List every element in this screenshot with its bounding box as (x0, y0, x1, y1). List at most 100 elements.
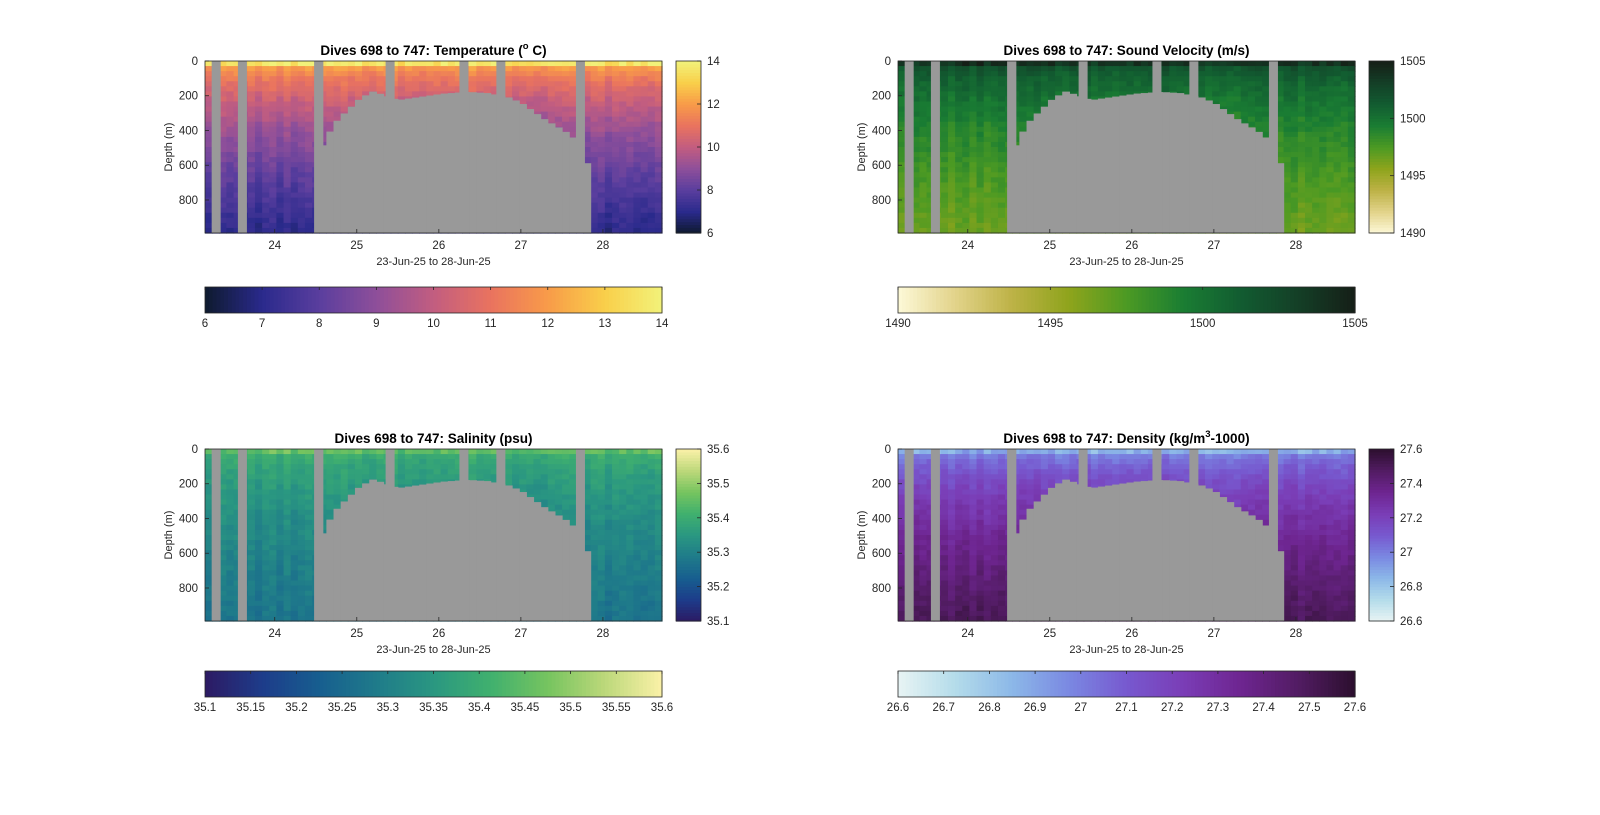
heatmap-cell (1090, 86, 1099, 92)
heatmap-cell (562, 71, 570, 77)
heatmap-cell (304, 217, 313, 224)
heatmap-cell (526, 66, 535, 72)
heatmap-cell (962, 106, 971, 113)
heatmap-cell (1305, 116, 1313, 123)
heatmap-cell (569, 106, 577, 113)
heatmap-cell (569, 111, 577, 118)
heatmap-cell (983, 157, 992, 163)
heatmap-cell (1262, 76, 1270, 82)
heatmap-cell (233, 177, 242, 184)
heatmap-cell (290, 202, 299, 209)
heatmap-cell (1340, 86, 1349, 92)
heatmap-cell (1055, 76, 1063, 82)
heatmap-cell (912, 157, 921, 163)
heatmap-cell (269, 147, 278, 153)
heatmap-cell (969, 106, 978, 113)
heatmap-cell (1319, 96, 1328, 103)
colorbar-swatch (593, 287, 598, 313)
colorbar-swatch (1042, 287, 1048, 313)
heatmap-cell (969, 126, 978, 133)
heatmap-cell (276, 157, 285, 163)
heatmap-cell (583, 136, 592, 143)
heatmap-cell (926, 222, 935, 229)
colorbar-swatch (676, 104, 701, 108)
heatmap-cell (1283, 177, 1292, 184)
colorbar-swatch (243, 287, 248, 313)
heatmap-cell (1305, 177, 1313, 184)
heatmap-cell (640, 101, 649, 108)
heatmap-cell (997, 101, 1006, 108)
colorbar-swatch (277, 287, 282, 313)
heatmap-cell (369, 81, 377, 87)
colorbar-swatch (1244, 287, 1249, 313)
colorbar-swatch (281, 287, 286, 313)
heatmap-cell (1297, 162, 1306, 168)
colorbar-swatch (676, 83, 701, 88)
heatmap-cell (1247, 66, 1256, 72)
heatmap-cell (226, 157, 235, 163)
colorbar-swatch (437, 287, 442, 313)
colorbar-swatch (1369, 218, 1394, 223)
heatmap-cell (512, 76, 520, 82)
colorbar-swatch (205, 287, 210, 313)
heatmap-cell (554, 86, 563, 92)
colorbar-swatch (216, 287, 221, 313)
heatmap-cell (262, 136, 270, 143)
heatmap-cell (283, 91, 292, 98)
heatmap-cell (990, 101, 999, 108)
heatmap-cell (233, 96, 242, 103)
heatmap-cell (1147, 81, 1156, 87)
heatmap-cell (483, 61, 492, 67)
heatmap-cell (269, 197, 278, 204)
heatmap-cell (283, 197, 292, 204)
colorbar-swatch (418, 287, 423, 313)
heatmap-cell (426, 66, 435, 72)
heatmap-cell (1047, 76, 1056, 82)
heatmap-cell (969, 222, 978, 229)
colorbar-swatch (1347, 287, 1352, 313)
heatmap-cell (654, 81, 663, 87)
heatmap-cell (254, 152, 263, 158)
heatmap-cell (912, 71, 921, 77)
heatmap-cell (276, 111, 285, 118)
colorbar-swatch (1080, 287, 1086, 313)
heatmap-cell (205, 529, 213, 536)
heatmap-cell (1297, 227, 1306, 234)
heatmap-cell (476, 71, 485, 77)
heatmap-cell (1333, 131, 1342, 138)
heatmap-cell (304, 167, 313, 173)
heatmap-cell (1183, 61, 1192, 67)
heatmap-cell (533, 91, 542, 98)
heatmap-cell (1062, 61, 1070, 67)
heatmap-cell (1140, 76, 1149, 82)
heatmap-cell (1276, 141, 1285, 148)
heatmap-cell (1319, 167, 1328, 173)
heatmap-cell (1233, 106, 1242, 113)
heatmap-cell (554, 81, 563, 87)
heatmap-cell (1033, 96, 1042, 103)
colorbar-swatch (608, 287, 614, 313)
heatmap-cell (1233, 111, 1242, 118)
heatmap-cell (540, 66, 549, 72)
heatmap-cell (1212, 61, 1220, 67)
heatmap-cell (1326, 212, 1335, 219)
heatmap-cell (304, 131, 313, 138)
heatmap-cell (1347, 141, 1356, 148)
heatmap-cell (205, 600, 213, 607)
heatmap-cell (912, 91, 921, 98)
colorbar-swatch (1172, 287, 1177, 313)
heatmap-cell (619, 81, 627, 87)
colorbar-swatch (601, 287, 606, 313)
heatmap-cell (940, 227, 949, 234)
heatmap-cell (1319, 197, 1328, 204)
heatmap-cell (297, 217, 306, 224)
heatmap-cell (597, 136, 606, 143)
heatmap-cell (326, 101, 335, 108)
y-tick-label: 800 (872, 195, 891, 207)
colorbar-frame (897, 286, 1356, 314)
heatmap-cell (1047, 71, 1056, 77)
heatmap-cell (290, 96, 299, 103)
heatmap-cell (233, 61, 242, 67)
heatmap-cell (983, 121, 992, 128)
heatmap-cell (947, 101, 956, 108)
